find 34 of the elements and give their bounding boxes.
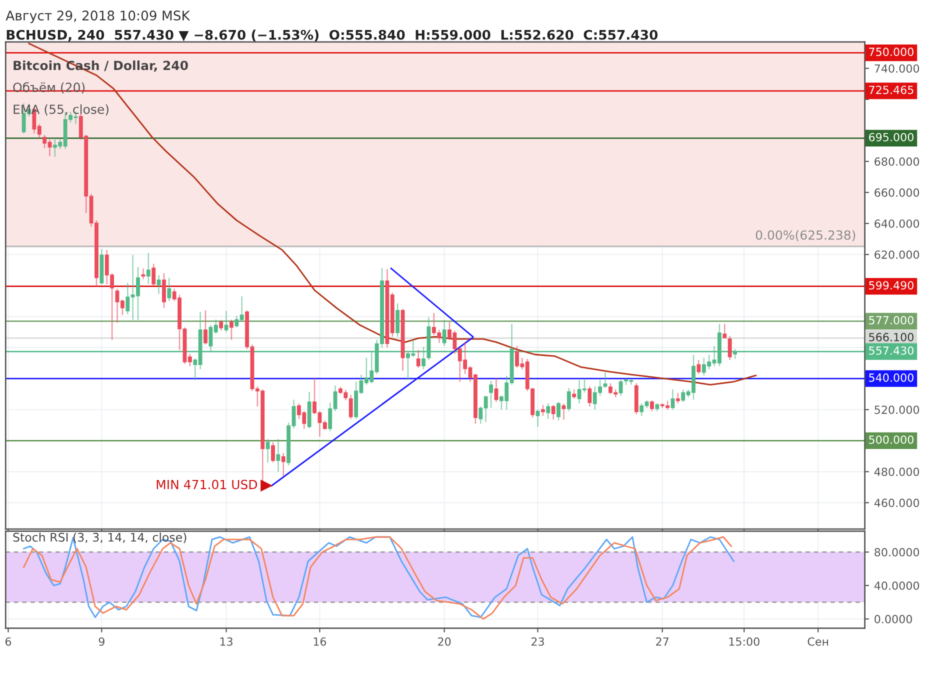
y-tick-label: 660.000 bbox=[874, 188, 920, 197]
ref-line-label: 599.490 bbox=[869, 281, 914, 290]
x-tick-label: 23 bbox=[532, 637, 544, 646]
x-tick-label: Сен bbox=[808, 637, 828, 646]
y-tick-label: 80.0000 bbox=[874, 548, 920, 556]
x-tick-label: 20 bbox=[438, 637, 451, 646]
ref-line-label: 566.100 bbox=[869, 332, 914, 342]
ref-line-label: 750.000 bbox=[869, 48, 914, 56]
y-tick-label: 480.000 bbox=[874, 468, 920, 476]
y-tick-label: 40.0000 bbox=[874, 581, 920, 590]
annotation: 0.00%(625.238) bbox=[756, 230, 856, 242]
ref-line-label: 577.000 bbox=[869, 316, 914, 324]
x-tick-label: 9 bbox=[98, 637, 104, 646]
y-tick-label: 680.000 bbox=[874, 157, 920, 166]
x-tick-label: 15:00 bbox=[729, 637, 760, 646]
ref-line-label: 695.000 bbox=[869, 132, 914, 142]
x-tick-label: 16 bbox=[314, 637, 326, 646]
y-tick-label: 520.000 bbox=[874, 406, 920, 414]
y-tick-label: 460.000 bbox=[874, 498, 920, 508]
y-tick-label: 640.000 bbox=[874, 219, 920, 228]
x-tick-label: 27 bbox=[656, 637, 668, 646]
ref-line-label: 500.000 bbox=[869, 435, 914, 444]
y-tick-label: 620.000 bbox=[874, 250, 920, 259]
ref-line-label: 557.430 bbox=[869, 346, 914, 355]
chart-title: Stoch RSI (3, 3, 14, 14, close) bbox=[13, 532, 186, 544]
ref-line-label: 540.000 bbox=[869, 373, 914, 382]
y-tick-label: 740.000 bbox=[874, 64, 920, 73]
y-tick-label: 0.0000 bbox=[874, 614, 912, 624]
chart-title: BCHUSD, 240 557.430 ▼ −8.670 (−1.53%) O:555.840 H:559.000 L:552.620 C:557.430 bbox=[6, 30, 658, 42]
x-tick-label: 13 bbox=[220, 637, 232, 646]
x-tick-label: 6 bbox=[5, 637, 12, 646]
annotation: MIN 471.01 USD bbox=[156, 480, 258, 490]
chart-subtitle: Август 29, 2018 10:09 MSK bbox=[6, 10, 190, 24]
ref-line-label: 725.465 bbox=[869, 86, 914, 94]
